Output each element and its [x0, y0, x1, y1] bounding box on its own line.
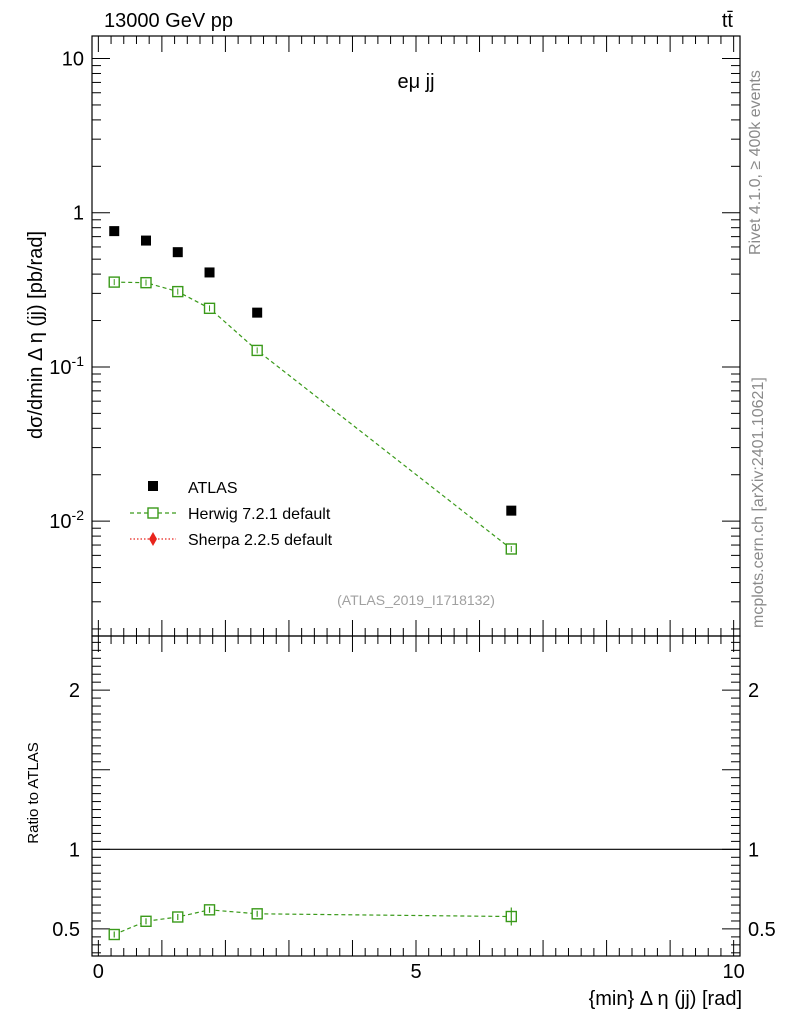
main-y-tick-label: 10-2 — [49, 507, 84, 533]
main-y-tick-label: 1 — [73, 203, 84, 225]
legend: ATLAS Herwig 7.2.1 default Sherpa 2.2.5 … — [130, 480, 333, 549]
main-y-tick-label: 10-1 — [49, 353, 84, 379]
ratio-x-tick-label: 0 — [93, 961, 104, 983]
atlas-point — [252, 307, 263, 318]
ratio-x-tick-label: 5 — [410, 961, 421, 983]
atlas-point — [204, 267, 215, 278]
main-x-axis-ticks — [97, 36, 735, 636]
legend-atlas-label: ATLAS — [188, 480, 238, 497]
atlas-point — [109, 226, 120, 237]
rivet-version-label: Rivet 4.1.0, ≥ 400k events — [747, 70, 764, 255]
legend-sherpa-label: Sherpa 2.2.5 default — [188, 532, 333, 549]
main-y-axis: 10 1 10-1 10-2 — [49, 49, 740, 630]
ratio-y-axis: 0.5 0.5 1 1 2 2 — [52, 641, 776, 954]
legend-herwig-marker — [147, 507, 159, 519]
ratio-y-tick-label: 1 — [69, 839, 80, 861]
header-left-label: 13000 GeV pp — [104, 10, 233, 32]
ratio-panel: 0.5 0.5 1 1 2 2 0 5 10 Ratio to ATLAS {min} Δ η… — [25, 635, 776, 1010]
analysis-watermark: (ATLAS_2019_I1718132) — [337, 592, 495, 608]
ratio-y-tick-label-right: 0.5 — [748, 919, 776, 941]
atlas-point — [141, 235, 151, 246]
source-label: mcplots.cern.ch [arXiv:2401.10621] — [750, 377, 767, 628]
ratio-y-tick-label-right: 1 — [748, 839, 759, 861]
header-right-label: tt̄ — [722, 10, 734, 32]
ratio-y-tick-label-right: 2 — [748, 680, 759, 702]
x-axis-label: {min} Δ η (jj) [rad] — [589, 988, 742, 1010]
legend-atlas-marker — [148, 481, 158, 491]
legend-herwig-label: Herwig 7.2.1 default — [188, 506, 331, 523]
main-y-axis-label: dσ/dmin Δ η (jj) [pb/rad] — [25, 231, 47, 439]
main-y-tick-label: 10 — [62, 49, 84, 71]
ratio-y-axis-label: Ratio to ATLAS — [25, 742, 42, 843]
ratio-y-tick-label: 0.5 — [52, 919, 80, 941]
ratio-y-tick-label: 2 — [69, 680, 80, 702]
ratio-x-tick-label: 10 — [723, 961, 745, 983]
atlas-point — [506, 505, 517, 516]
ratio-x-axis: 0 5 10 — [93, 636, 745, 983]
atlas-point — [172, 247, 183, 258]
ratio-series — [108, 904, 517, 941]
ratio-frame — [91, 635, 741, 957]
main-panel-title: eμ jj — [397, 71, 434, 93]
legend-sherpa-marker — [149, 532, 157, 546]
main-series — [108, 226, 517, 555]
herwig-line — [114, 281, 512, 550]
